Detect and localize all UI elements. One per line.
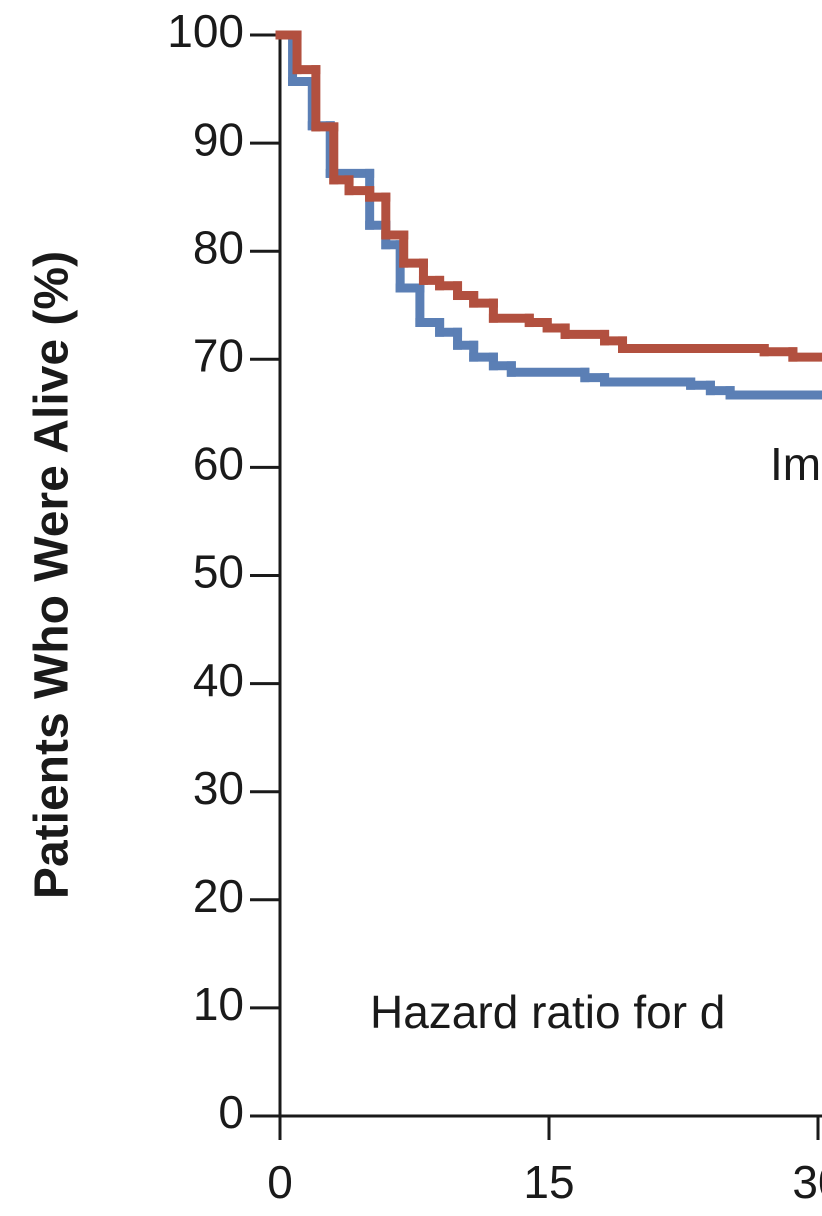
annotation: Hazard ratio for d <box>370 986 725 1038</box>
x-tick-label: 15 <box>523 1156 574 1208</box>
y-tick-label: 100 <box>167 5 244 57</box>
y-tick-label: 80 <box>193 221 244 273</box>
y-tick-label: 90 <box>193 113 244 165</box>
y-tick-label: 70 <box>193 329 244 381</box>
y-tick-label: 20 <box>193 870 244 922</box>
y-axis-label: Patients Who Were Alive (%) <box>26 251 79 899</box>
x-tick-label: 0 <box>267 1156 293 1208</box>
y-tick-label: 60 <box>193 438 244 490</box>
x-tick-label: 30 <box>792 1156 822 1208</box>
y-tick-label: 30 <box>193 762 244 814</box>
y-tick-label: 40 <box>193 654 244 706</box>
annotation: Im <box>770 438 821 490</box>
y-tick-label: 10 <box>193 978 244 1030</box>
y-tick-label: 50 <box>193 546 244 598</box>
y-tick-label: 0 <box>218 1086 244 1138</box>
